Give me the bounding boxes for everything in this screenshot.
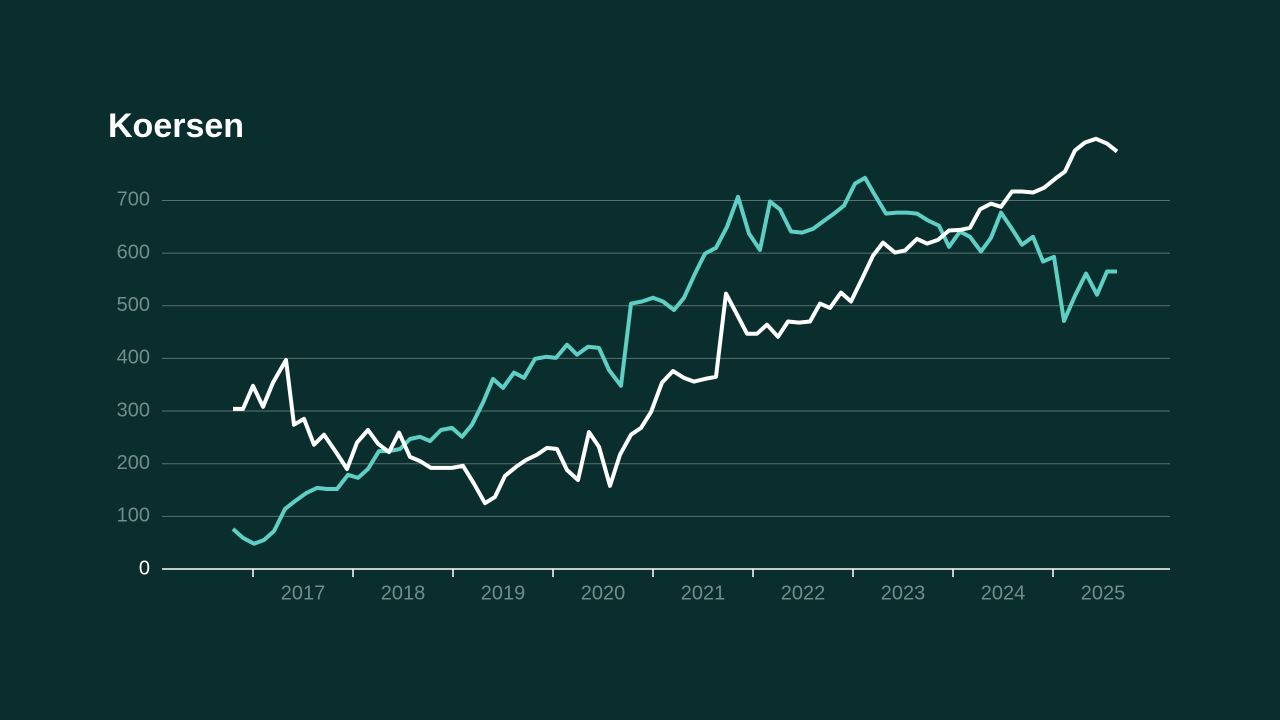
series-line <box>233 136 1119 506</box>
y-tick-label: 500 <box>117 294 150 316</box>
y-tick-label: 700 <box>117 189 150 211</box>
y-tick-label: 100 <box>117 505 150 527</box>
x-tick-label: 2025 <box>1081 582 1126 604</box>
x-tick-label: 2018 <box>381 582 426 604</box>
y-tick-label: 200 <box>117 452 150 474</box>
y-tick-label: 600 <box>117 241 150 263</box>
x-tick-label: 2024 <box>981 582 1026 604</box>
x-tick-label: 2017 <box>281 582 326 604</box>
x-tick-label: 2022 <box>781 582 826 604</box>
x-tick-label: 2021 <box>681 582 726 604</box>
y-tick-label: 400 <box>117 347 150 369</box>
series-line <box>231 175 1117 546</box>
x-tick-label: 2020 <box>581 582 626 604</box>
x-tick-label: 2019 <box>481 582 526 604</box>
x-tick-label: 2023 <box>881 582 926 604</box>
y-tick-label: 300 <box>117 399 150 421</box>
chart-title: Koersen <box>108 107 244 145</box>
y-tick-label: 0 <box>139 557 150 579</box>
